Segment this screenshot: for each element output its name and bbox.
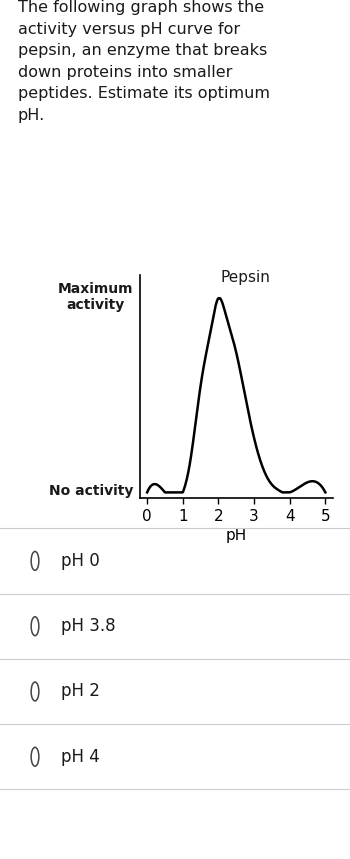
Text: pH 2: pH 2 — [61, 683, 100, 700]
Text: Pepsin: Pepsin — [220, 270, 270, 284]
X-axis label: pH: pH — [226, 527, 247, 543]
Text: pH 0: pH 0 — [61, 552, 100, 570]
Text: The following graph shows the
activity versus pH curve for
pepsin, an enzyme tha: The following graph shows the activity v… — [18, 0, 270, 123]
Text: No activity: No activity — [49, 484, 133, 498]
Text: Maximum
activity: Maximum activity — [57, 282, 133, 312]
Text: pH 4: pH 4 — [61, 748, 100, 765]
Text: pH 3.8: pH 3.8 — [61, 618, 116, 635]
